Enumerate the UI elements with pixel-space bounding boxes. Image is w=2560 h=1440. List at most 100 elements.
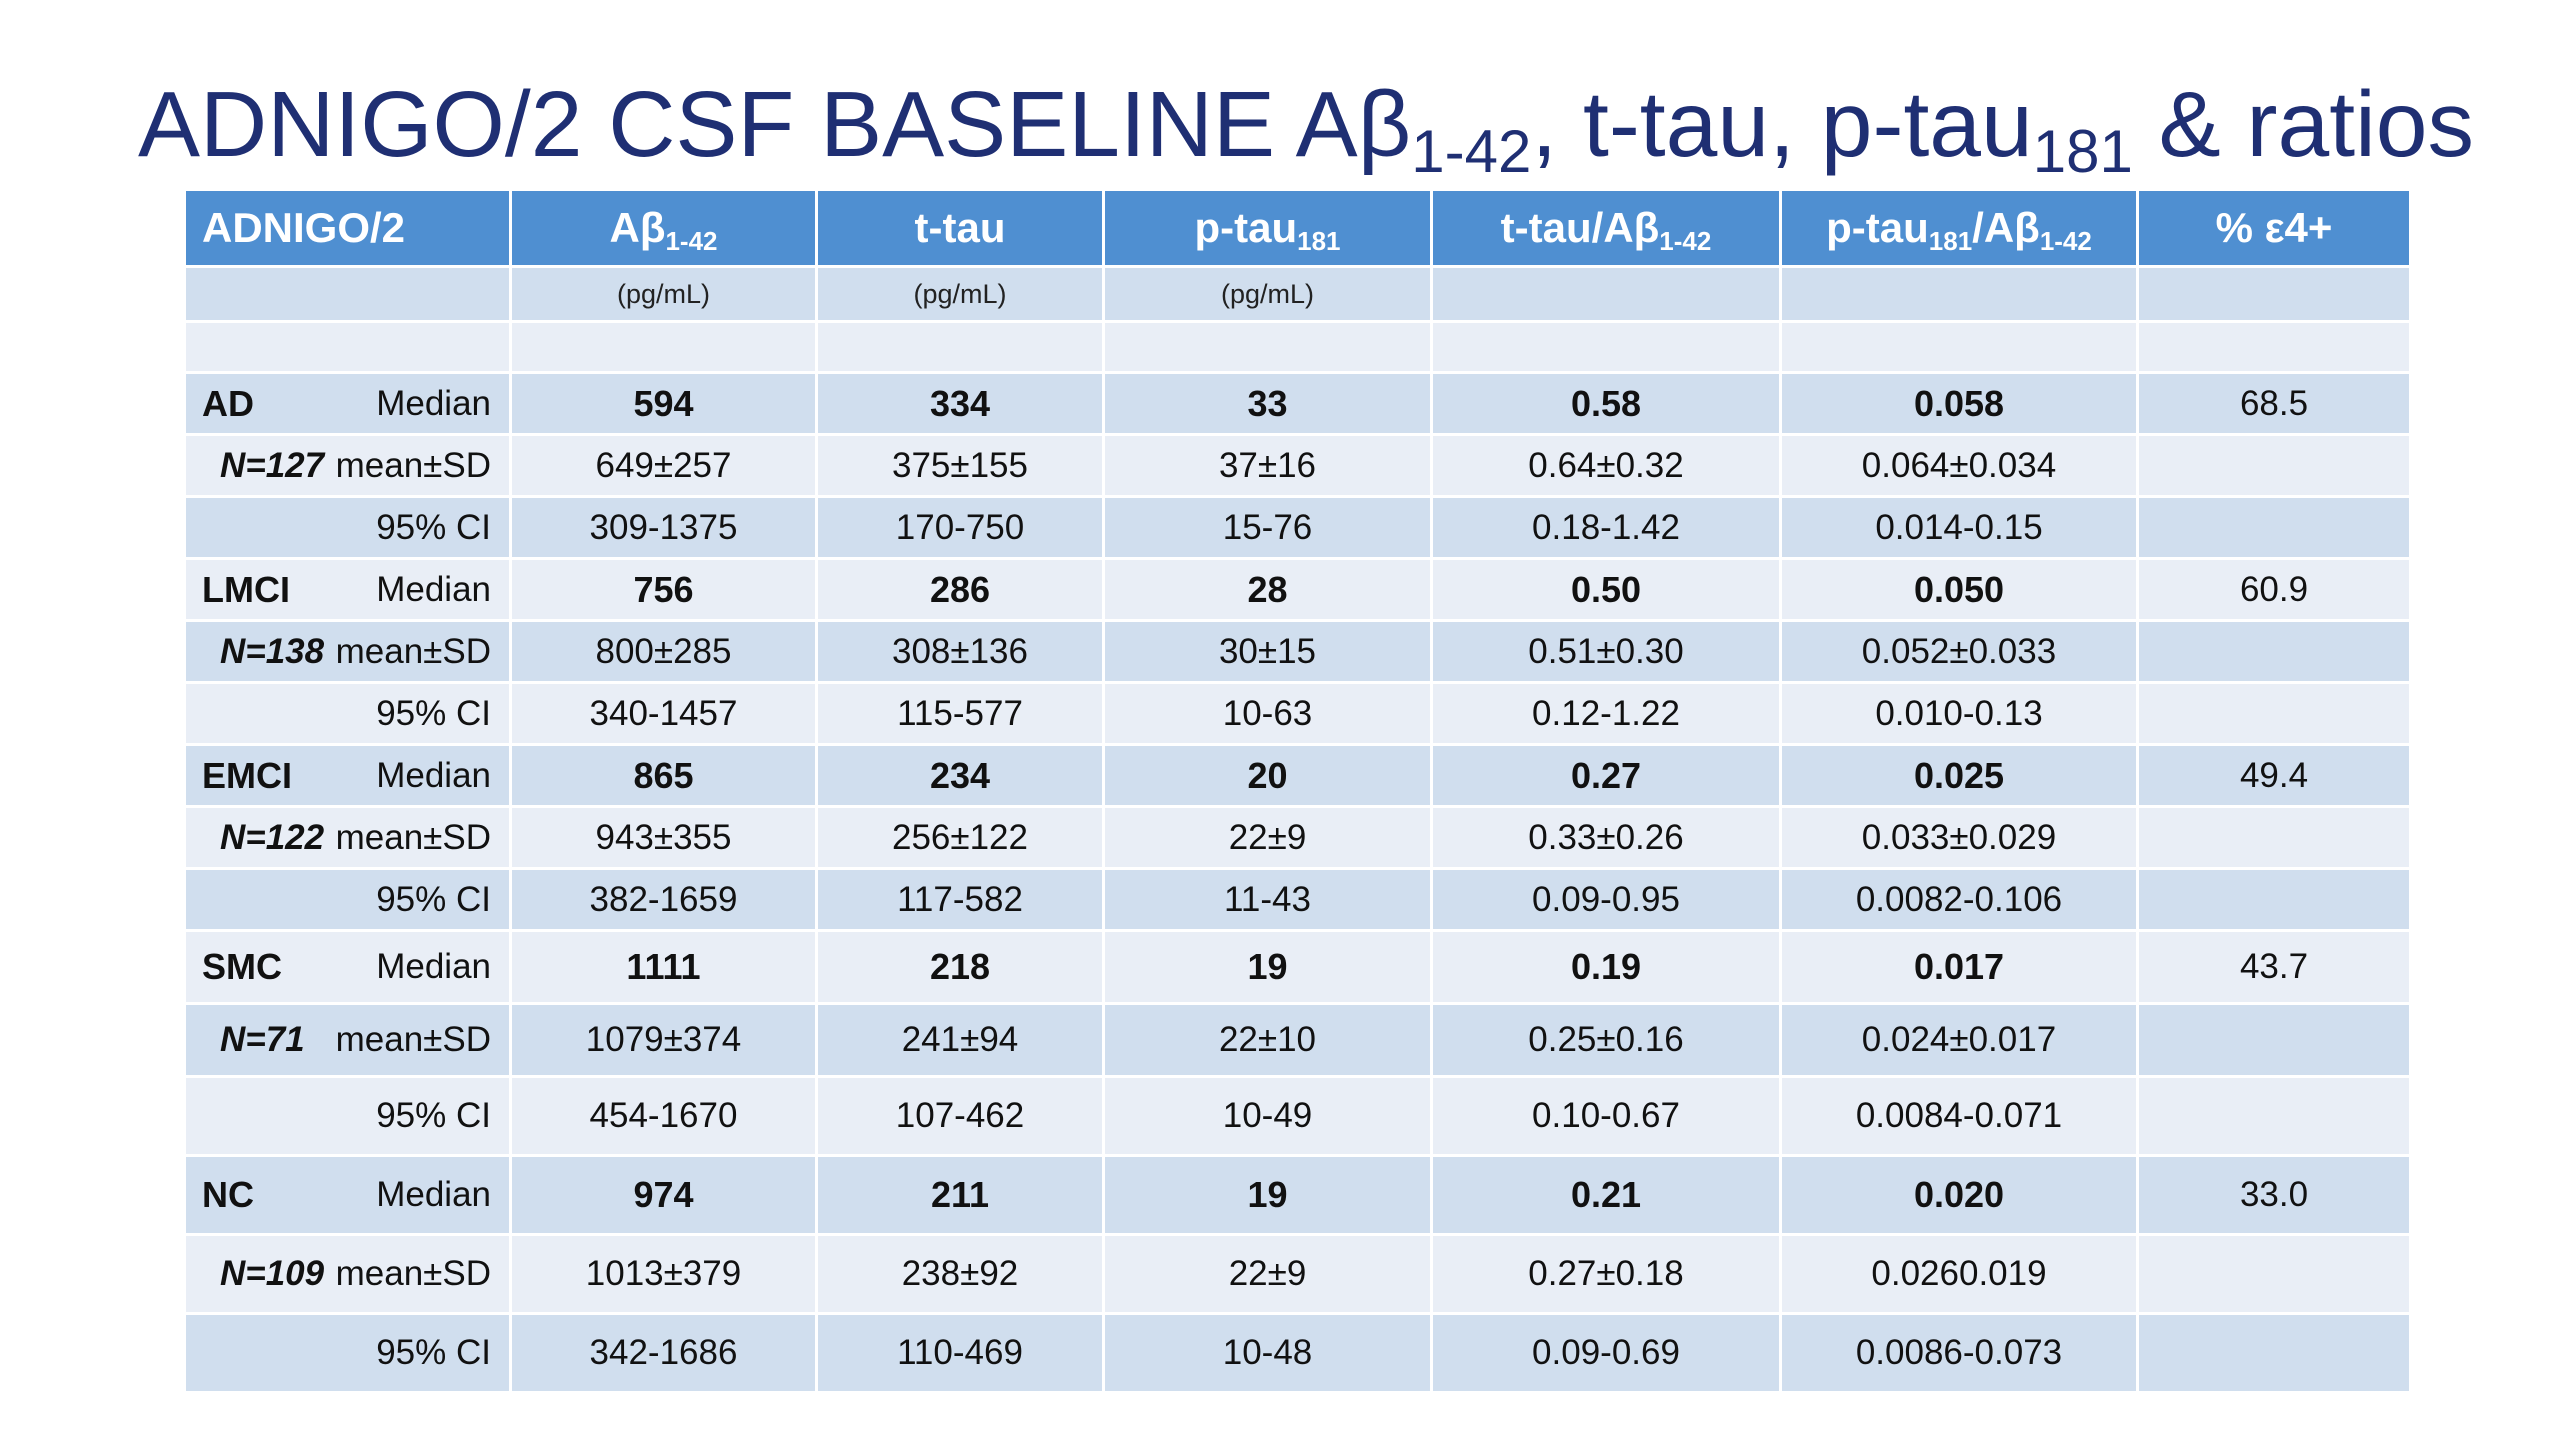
group-name: SMC <box>202 946 282 987</box>
row-label: N=122 mean±SD <box>183 805 512 870</box>
table-row: NC Median 974 211 19 0.21 0.020 33.0 <box>183 1154 2412 1236</box>
cell-ttau: 218 <box>815 929 1105 1005</box>
cell-ptau-ratio: 0.052±0.033 <box>1779 619 2139 684</box>
cell-ttau-ratio: 0.33±0.26 <box>1430 805 1782 870</box>
cell-abeta: 1013±379 <box>509 1233 818 1315</box>
spacer-cell <box>1779 320 2139 374</box>
row-label: 95% CI <box>183 1075 512 1157</box>
table-row: 95% CI 309-1375 170-750 15-76 0.18-1.42 … <box>183 495 2412 560</box>
cell-e4 <box>2136 681 2412 746</box>
cell-ttau-ratio: 0.64±0.32 <box>1430 433 1782 498</box>
cell-ptau: 22±10 <box>1102 1002 1433 1078</box>
cell-ptau-ratio: 0.025 <box>1779 743 2139 808</box>
spacer-row <box>183 320 2412 374</box>
group-name: LMCI <box>202 568 290 610</box>
cell-ttau: 234 <box>815 743 1105 808</box>
cell-e4 <box>2136 433 2412 498</box>
cell-ttau-ratio: 0.09-0.69 <box>1430 1312 1782 1394</box>
cell-ttau: 115-577 <box>815 681 1105 746</box>
table-row: N=71 mean±SD 1079±374 241±94 22±10 0.25±0… <box>183 1002 2412 1078</box>
cell-ptau: 22±9 <box>1102 1233 1433 1315</box>
cell-ttau-ratio: 0.50 <box>1430 557 1782 622</box>
cell-e4 <box>2136 1233 2412 1315</box>
cell-ptau: 10-48 <box>1102 1312 1433 1394</box>
header-ptau-ratio-sub2: 1-42 <box>2039 226 2092 256</box>
cell-ttau-ratio: 0.25±0.16 <box>1430 1002 1782 1078</box>
row-label: EMCI Median <box>183 743 512 808</box>
stat-name: 95% CI <box>376 1333 491 1372</box>
cell-abeta: 756 <box>509 557 818 622</box>
row-label: N=127 mean±SD <box>183 433 512 498</box>
row-label: SMC Median <box>183 929 512 1005</box>
cell-ttau-ratio: 0.19 <box>1430 929 1782 1005</box>
table-row: N=122 mean±SD 943±355 256±122 22±9 0.33±0… <box>183 805 2412 870</box>
table-header-row: ADNIGO/2 Aβ1-42 t-tau p-tau181 t-tau/Aβ1… <box>183 188 2412 268</box>
cell-abeta: 865 <box>509 743 818 808</box>
cell-ttau-ratio: 0.27 <box>1430 743 1782 808</box>
table-row: SMC Median 1111 218 19 0.19 0.017 43.7 <box>183 929 2412 1005</box>
cell-ptau: 22±9 <box>1102 805 1433 870</box>
cell-e4: 33.0 <box>2136 1154 2412 1236</box>
spacer-cell <box>2136 320 2412 374</box>
units-cell <box>2136 265 2412 323</box>
cell-abeta: 342-1686 <box>509 1312 818 1394</box>
group-name: EMCI <box>202 754 292 796</box>
cell-abeta: 454-1670 <box>509 1075 818 1157</box>
table-row: N=127 mean±SD 649±257 375±155 37±16 0.64±… <box>183 433 2412 498</box>
cell-ptau: 33 <box>1102 371 1433 436</box>
spacer-cell <box>183 320 512 374</box>
group-n: N=122 <box>220 817 325 857</box>
group-name: AD <box>202 382 254 424</box>
cell-abeta: 800±285 <box>509 619 818 684</box>
cell-ptau-ratio: 0.0260.019 <box>1779 1233 2139 1315</box>
row-label: 95% CI <box>183 495 512 560</box>
units-cell: (pg/mL) <box>509 265 818 323</box>
units-cell <box>1430 265 1782 323</box>
row-label: 95% CI <box>183 681 512 746</box>
cell-ptau-ratio: 0.0082-0.106 <box>1779 867 2139 932</box>
title-subscript-1: 1-42 <box>1411 118 1532 185</box>
cell-ptau: 30±15 <box>1102 619 1433 684</box>
stat-name: 95% CI <box>376 1096 491 1135</box>
header-e4-label: % ε4+ <box>2215 204 2333 251</box>
cell-ttau: 286 <box>815 557 1105 622</box>
table-row: 95% CI 382-1659 117-582 11-43 0.09-0.95 … <box>183 867 2412 932</box>
cell-ptau-ratio: 0.024±0.017 <box>1779 1002 2139 1078</box>
table-row: N=109 mean±SD 1013±379 238±92 22±9 0.27±0… <box>183 1233 2412 1315</box>
cell-ptau-ratio: 0.020 <box>1779 1154 2139 1236</box>
table-row: 95% CI 454-1670 107-462 10-49 0.10-0.67 … <box>183 1075 2412 1157</box>
csf-table-container: ADNIGO/2 Aβ1-42 t-tau p-tau181 t-tau/Aβ1… <box>183 188 2412 1394</box>
header-ptau-ratio: p-tau181/Aβ1-42 <box>1779 188 2139 268</box>
stat-name: mean±SD <box>335 631 491 671</box>
row-label: LMCI Median <box>183 557 512 622</box>
units-cell <box>1779 265 2139 323</box>
table-row: 95% CI 340-1457 115-577 10-63 0.12-1.22 … <box>183 681 2412 746</box>
stat-name: Median <box>376 947 491 986</box>
stat-name: mean±SD <box>335 445 491 485</box>
row-label: AD Median <box>183 371 512 436</box>
header-abeta-sub: 1-42 <box>665 226 718 256</box>
cell-ttau: 107-462 <box>815 1075 1105 1157</box>
row-label: N=71 mean±SD <box>183 1002 512 1078</box>
cell-e4 <box>2136 867 2412 932</box>
stat-name: Median <box>376 569 491 609</box>
table-row: EMCI Median 865 234 20 0.27 0.025 49.4 <box>183 743 2412 808</box>
cell-abeta: 594 <box>509 371 818 436</box>
cell-ptau: 28 <box>1102 557 1433 622</box>
cell-ptau: 15-76 <box>1102 495 1433 560</box>
cell-ptau: 20 <box>1102 743 1433 808</box>
header-ttau: t-tau <box>815 188 1105 268</box>
cell-abeta: 943±355 <box>509 805 818 870</box>
cell-abeta: 1111 <box>509 929 818 1005</box>
cell-ttau: 241±94 <box>815 1002 1105 1078</box>
cell-ptau: 10-63 <box>1102 681 1433 746</box>
cell-ttau-ratio: 0.18-1.42 <box>1430 495 1782 560</box>
cell-abeta: 974 <box>509 1154 818 1236</box>
cell-ptau: 19 <box>1102 1154 1433 1236</box>
group-name: NC <box>202 1174 254 1215</box>
stat-name: 95% CI <box>376 693 491 733</box>
header-ptau: p-tau181 <box>1102 188 1433 268</box>
header-abeta: Aβ1-42 <box>509 188 818 268</box>
cell-abeta: 382-1659 <box>509 867 818 932</box>
header-abeta-label: Aβ <box>609 204 666 251</box>
